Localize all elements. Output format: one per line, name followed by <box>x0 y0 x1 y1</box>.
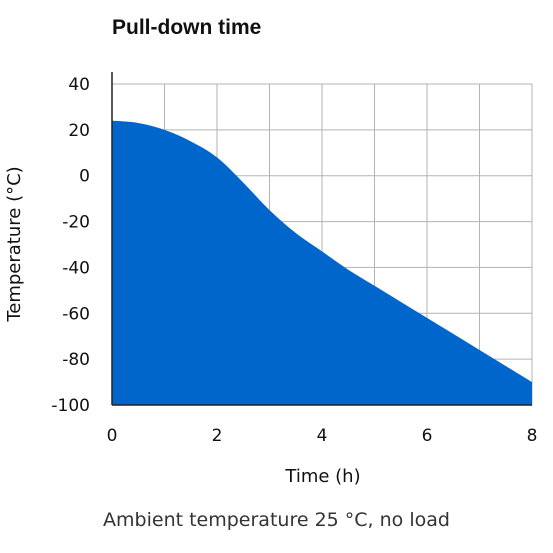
series-area <box>112 120 532 405</box>
x-tick-label: 8 <box>527 426 538 446</box>
y-tick-label: 40 <box>68 75 90 95</box>
chart-caption: Ambient temperature 25 °C, no load <box>103 509 450 531</box>
y-tick-label: -40 <box>62 258 90 278</box>
x-tick-label: 2 <box>212 426 223 446</box>
x-tick-labels: 0 2 4 6 8 <box>107 426 538 446</box>
x-tick-label: 6 <box>422 426 433 446</box>
y-tick-label: -60 <box>62 304 90 324</box>
y-tick-label: 0 <box>79 167 90 187</box>
y-tick-label: -80 <box>62 350 90 370</box>
chart-title: Pull-down time <box>112 16 262 39</box>
x-axis-label: Time (h) <box>284 466 360 487</box>
x-tick-label: 0 <box>107 426 118 446</box>
y-tick-label: -100 <box>51 396 90 416</box>
y-tick-labels: 40 20 0 -20 -40 -60 -80 -100 <box>51 75 90 416</box>
y-tick-label: 20 <box>68 121 90 141</box>
series-area-fill <box>112 120 532 405</box>
y-tick-label: -20 <box>62 213 90 233</box>
y-axis-label: Temperature (°C) <box>4 166 25 322</box>
x-tick-label: 4 <box>317 426 328 446</box>
axes <box>111 72 532 406</box>
